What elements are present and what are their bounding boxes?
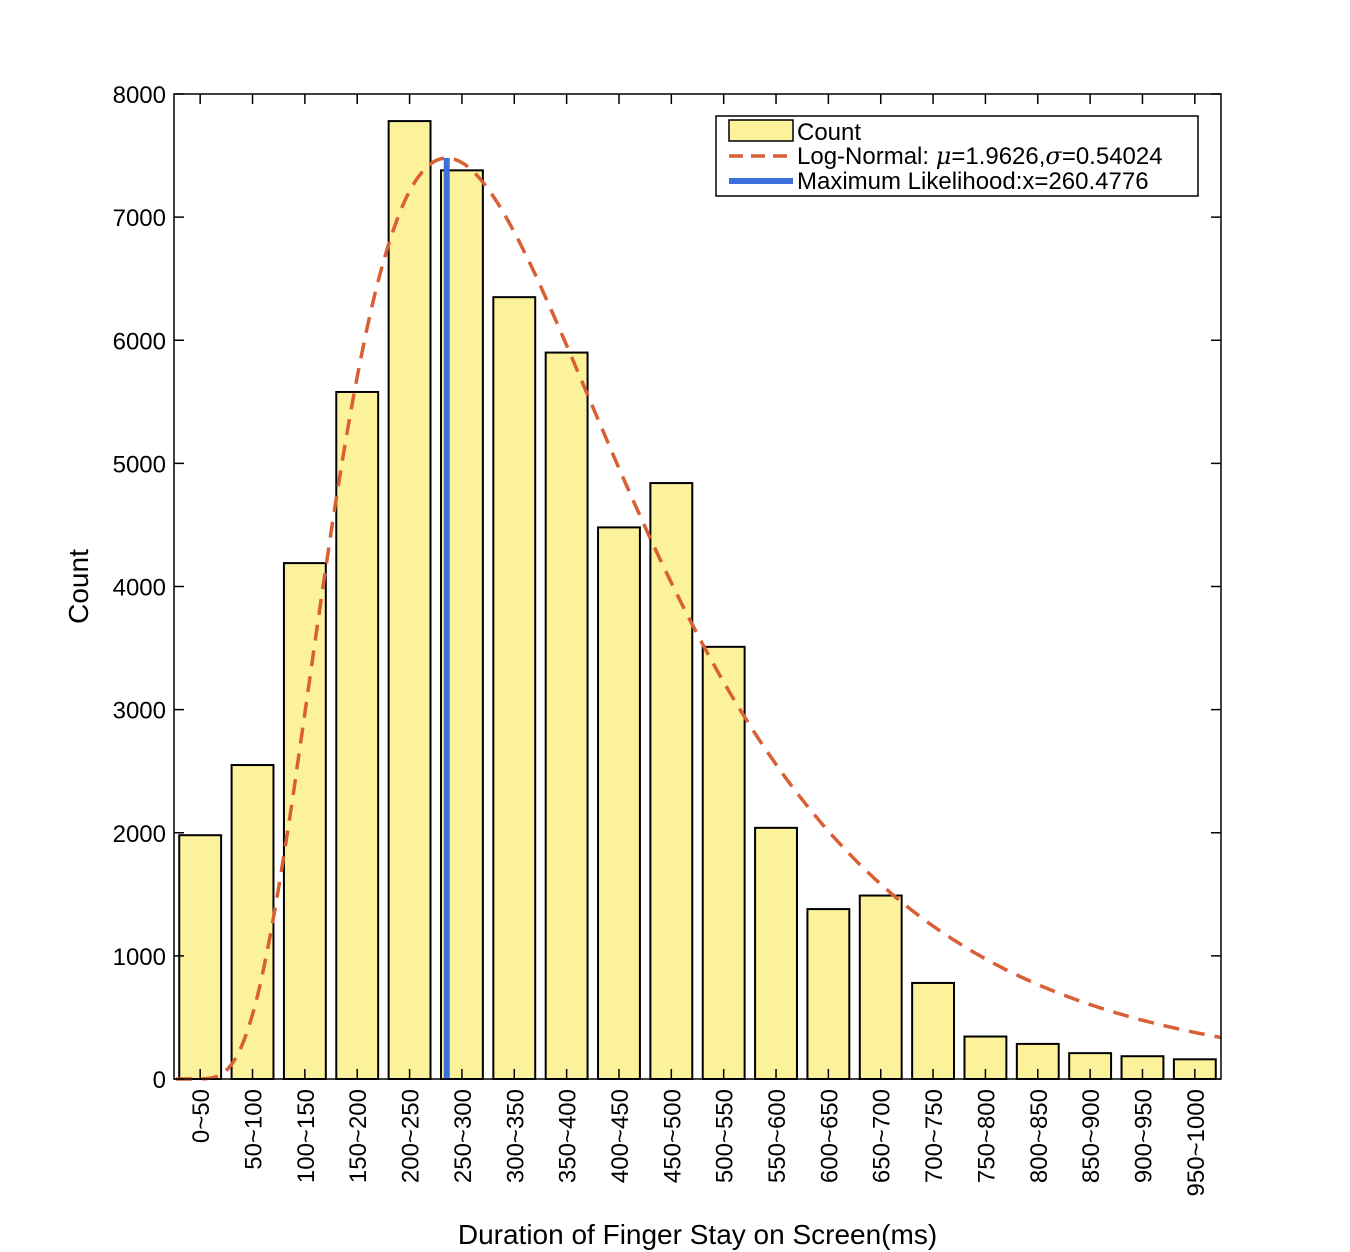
legend-label-count: Count (797, 119, 861, 146)
lognormal-fit-curve (176, 156, 1222, 1081)
bar-450~500 (649, 482, 694, 1080)
x-axis: 0~50 50~100 100~150 150~200 200~250 250~300 30… (188, 94, 1210, 1196)
x-axis-title: Duration of Finger Stay on Screen(ms) (458, 1219, 937, 1250)
bar-400~450 (597, 526, 641, 1080)
legend-label-ml: Maximum Likelihood:x=260.4776 (797, 168, 1149, 195)
x-tick-label: 250~300 (450, 1089, 477, 1183)
y-tick-label: 7000 (113, 205, 166, 232)
x-tick-label: 450~500 (659, 1089, 686, 1183)
bar-0~50 (178, 834, 223, 1081)
y-tick-label: 5000 (113, 451, 166, 478)
x-tick-label: 350~400 (555, 1089, 582, 1183)
x-tick-label: 950~1000 (1183, 1089, 1210, 1196)
legend: Count Log-Normal: μ=1.9626,σ=0.54024 Max… (715, 115, 1199, 197)
y-tick-label: 2000 (113, 821, 166, 848)
legend-mu-value: =1.9626, (951, 143, 1045, 170)
bar-550~600 (754, 826, 798, 1081)
x-tick-label: 550~600 (764, 1089, 791, 1183)
y-tick-label: 1000 (113, 944, 166, 971)
x-tick-label: 150~200 (345, 1089, 372, 1183)
legend-sigma-symbol: σ (1045, 142, 1062, 170)
x-tick-label: 200~250 (398, 1089, 425, 1183)
bar-500~550 (701, 645, 746, 1080)
x-tick-label: 100~150 (293, 1089, 320, 1183)
bar-350~400 (544, 351, 589, 1080)
legend-sigma-value: =0.54024 (1062, 143, 1163, 170)
bar-700~750 (911, 981, 956, 1081)
bar-150~200 (335, 390, 380, 1080)
x-tick-label: 600~650 (816, 1089, 843, 1183)
bar-650~700 (858, 894, 903, 1081)
bar-300~350 (492, 296, 537, 1080)
bar-200~250 (387, 120, 432, 1080)
legend-lognormal-prefix: Log-Normal: (797, 143, 936, 170)
x-tick-label: 50~100 (241, 1089, 268, 1170)
x-tick-label: 400~450 (607, 1089, 634, 1183)
x-tick-label: 700~750 (921, 1089, 948, 1183)
x-tick-label: 0~50 (188, 1089, 215, 1143)
bar-100~150 (282, 562, 327, 1080)
x-tick-label: 300~350 (502, 1089, 529, 1183)
legend-swatch-count (728, 119, 794, 142)
bars-group (178, 120, 1217, 1081)
y-tick-label: 0 (153, 1067, 166, 1094)
y-tick-label: 3000 (113, 698, 166, 725)
y-axis-title: Count (63, 549, 94, 624)
x-tick-label: 800~850 (1026, 1089, 1053, 1183)
y-tick-label: 4000 (113, 575, 166, 602)
x-tick-label: 650~700 (869, 1089, 896, 1183)
bar-600~650 (806, 908, 851, 1081)
legend-box (715, 115, 1199, 197)
y-tick-label: 6000 (113, 328, 166, 355)
x-tick-label: 850~900 (1078, 1089, 1105, 1183)
x-tick-label: 750~800 (973, 1089, 1000, 1183)
x-tick-label: 500~550 (712, 1089, 739, 1183)
y-axis: 0 1000 2000 3000 4000 5000 6000 7000 8000 (113, 82, 1221, 1094)
legend-mu-symbol: μ (936, 142, 952, 170)
plot-frame (173, 93, 1222, 1080)
y-tick-label: 8000 (113, 82, 166, 109)
bar-50~100 (230, 764, 275, 1080)
x-tick-label: 900~950 (1130, 1089, 1157, 1183)
legend-label-lognormal: Log-Normal: μ=1.9626,σ=0.54024 (797, 142, 1163, 170)
